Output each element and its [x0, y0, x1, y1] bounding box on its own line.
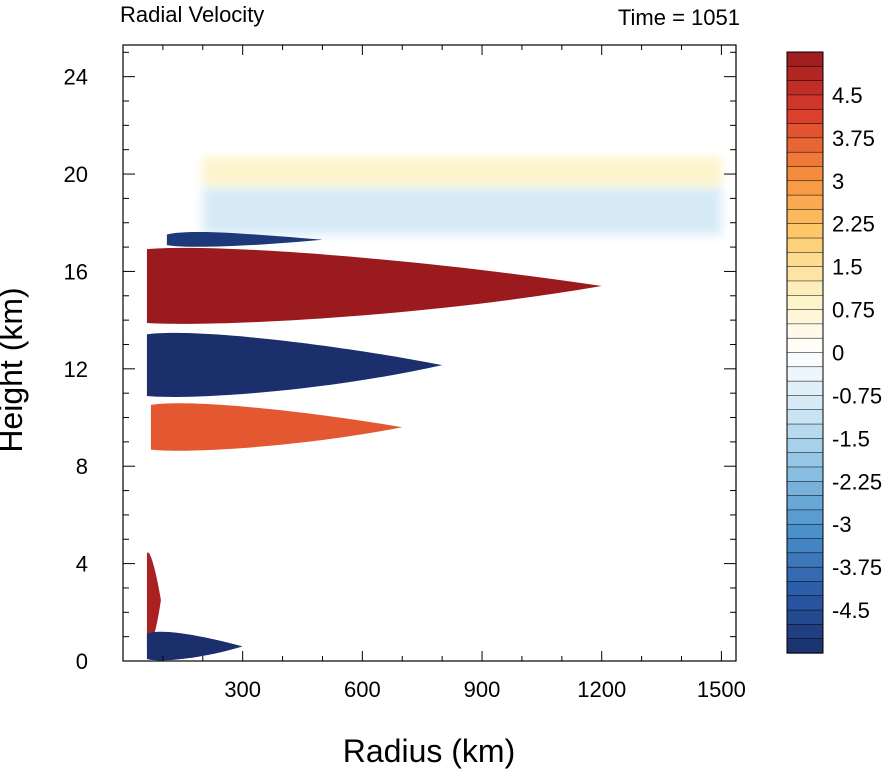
colorbar-bin — [786, 523, 824, 540]
x-axis: 300 600 900 1200 1500 — [122, 45, 746, 702]
colorbar-label: 3 — [832, 169, 844, 194]
colorbar-bin — [786, 94, 824, 110]
heatmap-region-upper-outflow-jet — [146, 247, 602, 324]
heatmap-region-low-level-outflow — [146, 552, 161, 648]
colorbar-bin — [786, 495, 824, 511]
x-tick-label: 900 — [464, 677, 501, 702]
x-tick-label: 1500 — [697, 677, 746, 702]
colorbar-bin — [786, 509, 824, 525]
colorbar-bin — [786, 395, 824, 411]
y-axis: 0 4 8 12 16 20 24 — [64, 51, 736, 674]
colorbar-label: 0 — [832, 341, 844, 366]
colorbar-label: -1.5 — [832, 426, 870, 451]
colorbar-bin — [786, 237, 824, 253]
x-axis-label: Radius (km) — [343, 733, 515, 769]
colorbar-bin — [786, 323, 824, 339]
heatmap-region-upper-inflow-layer — [202, 186, 722, 235]
colorbar-bin — [786, 309, 824, 325]
y-tick-label: 8 — [76, 454, 88, 479]
heatmap-region-boundary-layer-inflow — [146, 631, 243, 661]
colorbar-label: 2.25 — [832, 212, 875, 237]
colorbar-bin — [786, 352, 824, 368]
colorbar-bin — [786, 180, 824, 196]
colorbar-bin — [786, 423, 824, 440]
colorbar-bin — [786, 166, 824, 182]
colorbar-bin — [786, 123, 824, 139]
colorbar-bin — [786, 137, 824, 153]
colorbar-label: -4.5 — [832, 598, 870, 623]
heatmap-region-thin-inflow-jet — [166, 232, 323, 247]
x-tick-label: 300 — [224, 677, 261, 702]
colorbar-bin — [786, 538, 824, 554]
y-tick-label: 24 — [64, 65, 88, 90]
y-tick-label: 4 — [76, 552, 88, 577]
colorbar-frame — [786, 51, 824, 654]
x-tick-label: 600 — [344, 677, 381, 702]
y-tick-label: 16 — [64, 259, 88, 284]
colorbar-bin — [786, 209, 824, 225]
colorbar-bin — [786, 452, 824, 468]
colorbar-bin — [786, 481, 824, 497]
chart-title: Radial Velocity — [120, 2, 264, 27]
colorbar-bin — [786, 380, 824, 397]
heatmap-region-mid-level-inflow — [146, 332, 443, 397]
colorbar-bin — [786, 337, 824, 354]
x-tick-label: 1200 — [577, 677, 626, 702]
colorbar-label: -0.75 — [832, 383, 882, 408]
colorbar-bin — [786, 108, 824, 125]
colorbar-bin — [786, 438, 824, 454]
colorbar-bin — [786, 466, 824, 482]
y-tick-label: 20 — [64, 162, 88, 187]
colorbar-label: -3.75 — [832, 555, 882, 580]
y-tick-label: 0 — [76, 649, 88, 674]
colorbar-bin — [786, 409, 824, 425]
colorbar-bin — [786, 566, 824, 583]
colorbar-bin — [786, 366, 824, 382]
colorbar-bin — [786, 624, 824, 640]
colorbar-bin — [786, 66, 824, 82]
colorbar-bin — [786, 280, 824, 296]
colorbar-label: 3.75 — [832, 126, 875, 151]
y-axis-label: Height (km) — [0, 287, 29, 452]
time-label: Time = 1051 — [618, 5, 740, 30]
colorbar-label: -3 — [832, 512, 852, 537]
colorbar-bin — [786, 595, 824, 611]
colorbar-bin — [786, 552, 824, 568]
colorbar-bin — [786, 266, 824, 282]
colorbar-bin — [786, 609, 824, 626]
colorbar: 4.5 3.75 3 2.25 1.5 0.75 0 -0.75 -1.5 -2.25 -3 -3.7… — [786, 51, 882, 654]
colorbar-bin — [786, 295, 824, 311]
colorbar-label: 4.5 — [832, 83, 863, 108]
colorbar-bin — [786, 223, 824, 239]
plot-area — [122, 44, 737, 662]
colorbar-bin — [786, 638, 824, 654]
colorbar-bin — [786, 194, 824, 211]
plot-frame — [122, 44, 737, 662]
colorbar-bin — [786, 51, 824, 67]
colorbar-label: 0.75 — [832, 298, 875, 323]
heatmap-region-mid-level-outflow — [150, 403, 403, 451]
colorbar-label: -2.25 — [832, 469, 882, 494]
heatmap-fields — [146, 157, 722, 661]
colorbar-bin — [786, 80, 824, 96]
y-tick-label: 12 — [64, 357, 88, 382]
colorbar-bin — [786, 151, 824, 168]
colorbar-label: 1.5 — [832, 255, 863, 280]
colorbar-bin — [786, 252, 824, 268]
heatmap-region-upper-weak-outflow — [202, 157, 722, 187]
colorbar-bin — [786, 581, 824, 597]
